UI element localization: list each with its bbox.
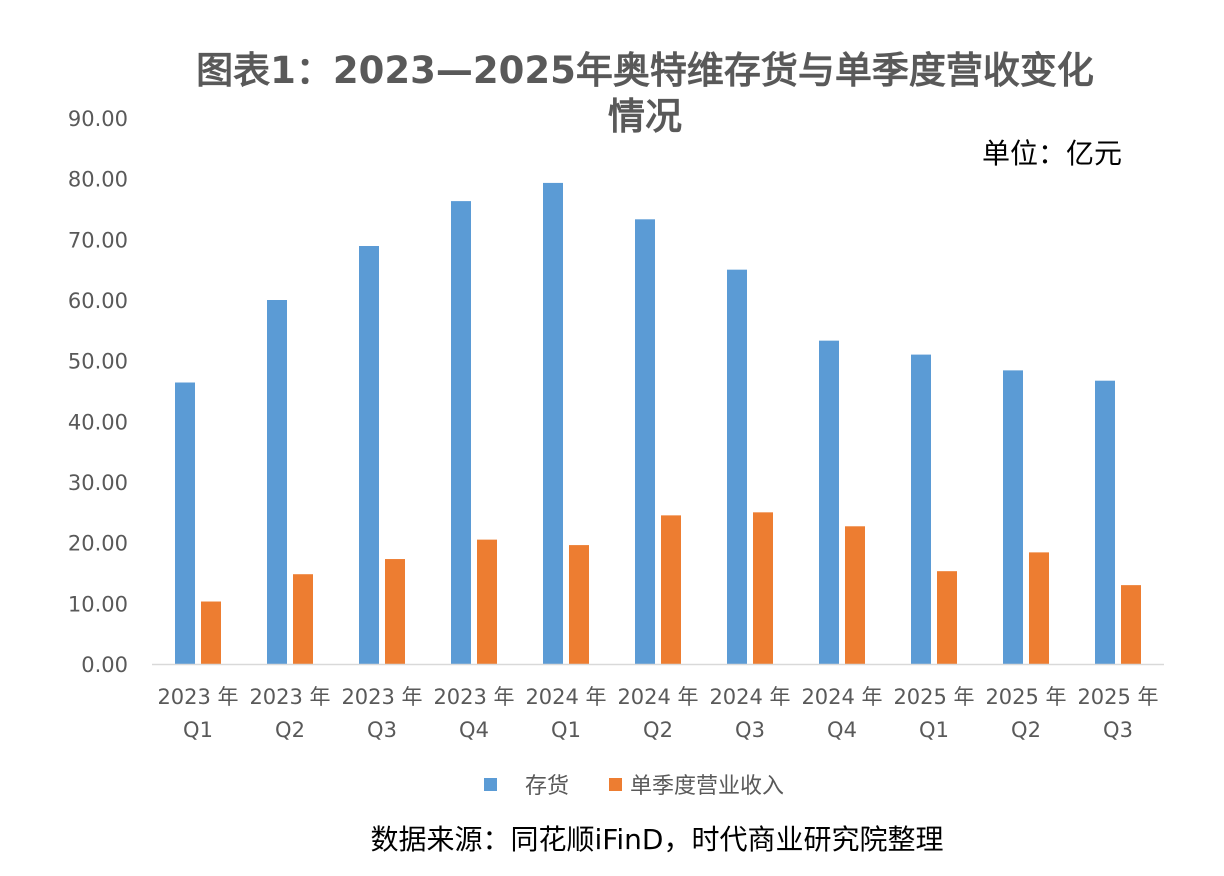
x-tick-label-year: 2023 年	[249, 685, 330, 709]
bar-inventory	[359, 246, 379, 665]
x-tick-label-year: 2023 年	[157, 685, 238, 709]
x-tick-label-quarter: Q3	[367, 718, 397, 742]
x-tick-label-quarter: Q4	[827, 718, 857, 742]
x-tick-label-quarter: Q1	[919, 718, 949, 742]
x-tick-label-year: 2024 年	[617, 685, 698, 709]
bar-inventory	[819, 340, 839, 664]
bar-inventory	[543, 182, 563, 664]
bar-inventory	[175, 382, 195, 664]
x-tick-label-year: 2024 年	[801, 685, 882, 709]
chart-title: 图表1：2023—2025年奥特维存货与单季度营收变化情况	[196, 49, 1094, 138]
bar-revenue	[937, 571, 957, 664]
legend-label-inventory: 存货	[525, 774, 570, 799]
legend-label-revenue: 单季度营业收入	[630, 774, 785, 799]
bar-inventory	[727, 269, 747, 664]
legend: 存货 单季度营业收入	[484, 768, 824, 800]
x-tick-label-quarter: Q4	[459, 718, 489, 742]
y-tick-label: 30.00	[68, 471, 128, 495]
bar-revenue	[845, 526, 865, 664]
bar-revenue	[1029, 552, 1049, 664]
bar-inventory	[635, 219, 655, 664]
y-tick-label: 20.00	[68, 532, 128, 556]
y-tick-label: 80.00	[68, 168, 128, 192]
bar-inventory	[451, 201, 471, 664]
y-tick-label: 40.00	[68, 410, 128, 434]
bar-inventory	[1095, 380, 1115, 664]
legend-item-revenue: 单季度营业收入	[609, 768, 784, 800]
x-tick-label-year: 2023 年	[433, 685, 514, 709]
x-tick-label-quarter: Q1	[551, 718, 581, 742]
bar-inventory	[911, 354, 931, 664]
bar-revenue	[569, 545, 589, 664]
y-tick-label: 70.00	[68, 228, 128, 252]
unit-label: 单位：亿元	[982, 137, 1123, 170]
bar-revenue	[661, 515, 681, 664]
x-tick-label-quarter: Q2	[1011, 718, 1041, 742]
x-tick-label-year: 2024 年	[525, 685, 606, 709]
y-tick-label: 50.00	[68, 350, 128, 374]
bar-revenue	[477, 539, 497, 664]
x-tick-label-quarter: Q2	[643, 718, 673, 742]
bar-revenue	[1121, 585, 1141, 664]
y-tick-label: 90.00	[68, 107, 128, 131]
x-tick-label-year: 2023 年	[341, 685, 422, 709]
x-tick-label-quarter: Q2	[275, 718, 305, 742]
x-tick-label-year: 2025 年	[893, 685, 974, 709]
bar-revenue	[385, 559, 405, 664]
bar-revenue	[201, 601, 221, 664]
legend-swatch-revenue	[609, 777, 623, 791]
bar-inventory	[1003, 370, 1023, 664]
legend-swatch-inventory	[484, 777, 497, 791]
y-tick-label: 10.00	[68, 592, 128, 616]
y-tick-label: 60.00	[68, 289, 128, 313]
x-tick-label-year: 2024 年	[709, 685, 790, 709]
legend-item-inventory: 存货	[484, 768, 569, 800]
x-tick-label-quarter: Q3	[735, 718, 765, 742]
x-tick-label-quarter: Q3	[1103, 718, 1133, 742]
source-note: 数据来源：同花顺iFinD，时代商业研究院整理	[370, 823, 944, 856]
x-tick-label-year: 2025 年	[1077, 685, 1158, 709]
x-tick-label-quarter: Q1	[183, 718, 213, 742]
bar-revenue	[293, 574, 313, 664]
y-tick-label: 0.00	[81, 653, 128, 677]
bar-inventory	[267, 300, 287, 664]
x-tick-label-year: 2025 年	[985, 685, 1066, 709]
bar-revenue	[753, 512, 773, 664]
